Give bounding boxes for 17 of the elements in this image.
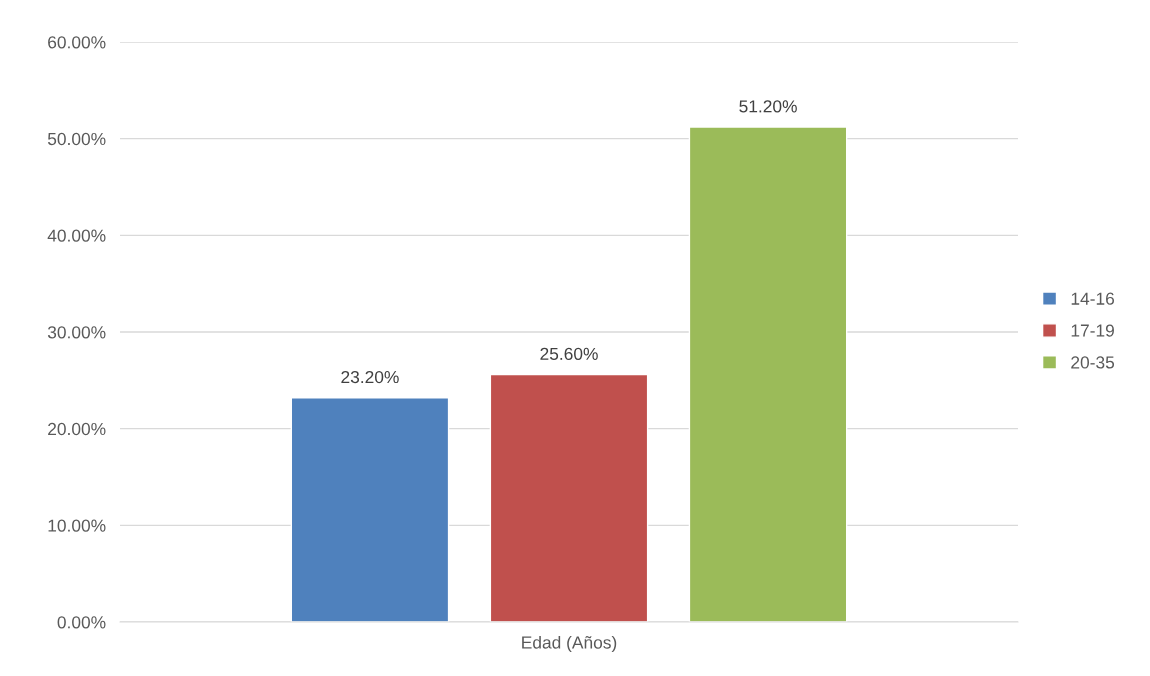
bar xyxy=(290,397,450,622)
y-tick-label: 10.00% xyxy=(48,519,106,532)
y-tick-label: 0.00% xyxy=(57,616,106,629)
legend-label: 17-19 xyxy=(1071,324,1114,337)
data-label: 51.20% xyxy=(739,100,797,113)
data-label: 23.20% xyxy=(341,370,399,384)
y-tick-label: 40.00% xyxy=(47,229,106,242)
bar xyxy=(489,373,649,622)
legend-label: 14-16 xyxy=(1071,292,1115,305)
x-tick-label: Edad (Años) xyxy=(522,635,617,653)
y-tick-label: 20.00% xyxy=(48,422,106,436)
y-tick-label: 30.00% xyxy=(47,326,106,339)
y-tick-label: 60.00% xyxy=(48,36,106,49)
y-tick-label: 50.00% xyxy=(47,132,106,146)
data-label: 25.60% xyxy=(540,347,598,360)
bar xyxy=(688,126,848,622)
legend-label: 20-35 xyxy=(1071,356,1115,369)
